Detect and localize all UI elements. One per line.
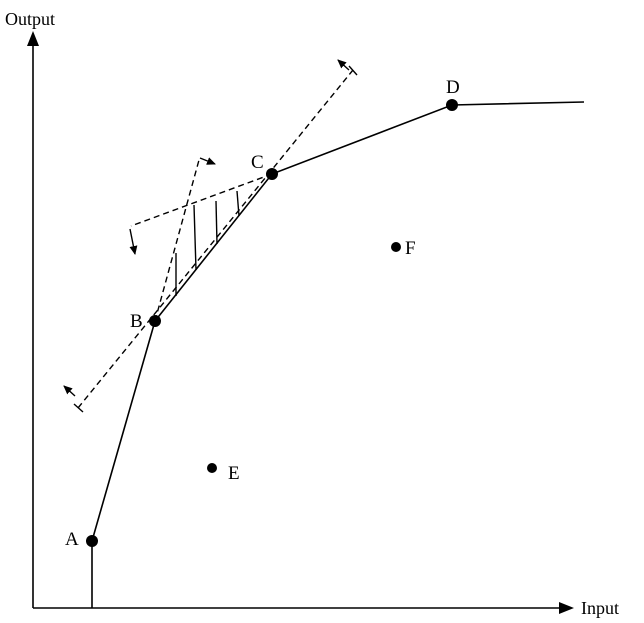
supporting-line-bc-tick-upper [348, 65, 358, 76]
frontier-line [91, 101, 585, 608]
hatch-line-2 [193, 204, 197, 271]
x-axis-arrowhead [559, 602, 574, 614]
label-b: B [130, 311, 143, 332]
point-e [207, 463, 217, 473]
y-axis-arrowhead [27, 31, 39, 46]
normal-arrow-left [129, 228, 138, 255]
supporting-line-bc-tick-lower [73, 403, 84, 413]
label-c: C [251, 152, 264, 173]
dashed-line-b-steep [154, 159, 200, 322]
point-f [391, 242, 401, 252]
label-e: E [228, 463, 240, 484]
label-f: F [405, 238, 416, 259]
normal-arrow-lower [63, 385, 76, 397]
normal-arrow-upper [337, 59, 350, 71]
label-d: D [446, 77, 460, 98]
hatch-line-4 [236, 190, 240, 217]
point-c [266, 168, 278, 180]
point-a [86, 535, 98, 547]
hatch-line-3 [215, 200, 218, 245]
y-axis-label: Output [5, 9, 55, 29]
supporting-line-bc [77, 69, 354, 409]
normal-arrow-top [199, 157, 216, 165]
x-axis-label: Input [581, 598, 619, 618]
label-a: A [65, 529, 79, 550]
dashed-line-c-left [130, 173, 273, 227]
point-d [446, 99, 458, 111]
point-b [149, 315, 161, 327]
